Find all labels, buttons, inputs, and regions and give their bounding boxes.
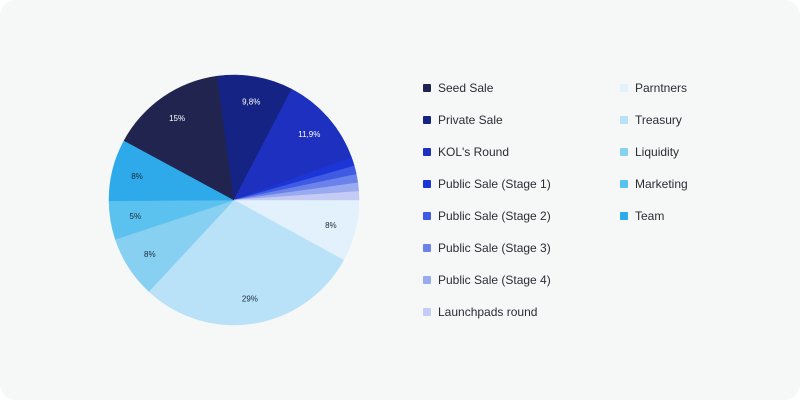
legend-label: Private Sale [438,113,503,127]
legend-label: Public Sale (Stage 4) [438,273,551,287]
legend-item: Team [620,208,664,224]
legend-item: Seed Sale [423,80,493,96]
legend-item: Private Sale [423,112,503,128]
legend-swatch [423,148,431,156]
legend-label: Parntners [635,81,688,95]
legend-swatch [620,116,628,124]
pie-slice [123,75,235,201]
legend-swatch [423,180,431,188]
slice-value-label: 9,8% [242,98,260,107]
legend-swatch [423,308,431,316]
legend-swatch [620,148,628,156]
pie-slice [148,199,344,326]
slice-value-label: 8% [131,172,143,181]
legend-swatch [620,212,628,220]
legend-swatch [423,276,431,284]
legend-label: Launchpads round [438,305,538,319]
slice-value-label: 8% [144,250,156,259]
legend-item: KOL's Round [423,144,509,160]
slice-value-label: 5% [130,212,142,221]
legend-item: Marketing [620,176,688,192]
legend-swatch [423,244,431,252]
legend-item: Parntners [620,80,687,96]
pie-slice [233,191,360,201]
legend-swatch [423,212,431,220]
slice-value-label: 11,9% [298,130,320,139]
legend-item: Liquidity [620,144,679,160]
legend-swatch [423,84,431,92]
legend-label: KOL's Round [438,145,509,159]
legend-label: Team [635,209,665,223]
legend-item: Treasury [620,112,682,128]
legend-item: Public Sale (Stage 1) [423,176,551,192]
pie-slice [216,74,293,201]
legend-label: Public Sale (Stage 2) [438,209,551,223]
legend-swatch [620,84,628,92]
legend-swatch [423,116,431,124]
legend-label: Treasury [635,113,682,127]
legend-item: Public Sale (Stage 3) [423,240,551,256]
legend-item: Public Sale (Stage 2) [423,208,551,224]
legend-item: Public Sale (Stage 4) [423,272,551,288]
legend-swatch [620,180,628,188]
legend-label: Public Sale (Stage 1) [438,177,551,191]
pie-slice [233,88,352,201]
slice-value-label: 29% [242,295,258,304]
legend-item: Launchpads round [423,304,537,320]
slice-value-label: 8% [325,221,337,230]
legend-label: Public Sale (Stage 3) [438,241,551,255]
legend-label: Liquidity [635,145,680,159]
slice-value-label: 15% [169,114,185,123]
legend-label: Marketing [635,177,688,191]
legend-label: Seed Sale [438,81,494,95]
